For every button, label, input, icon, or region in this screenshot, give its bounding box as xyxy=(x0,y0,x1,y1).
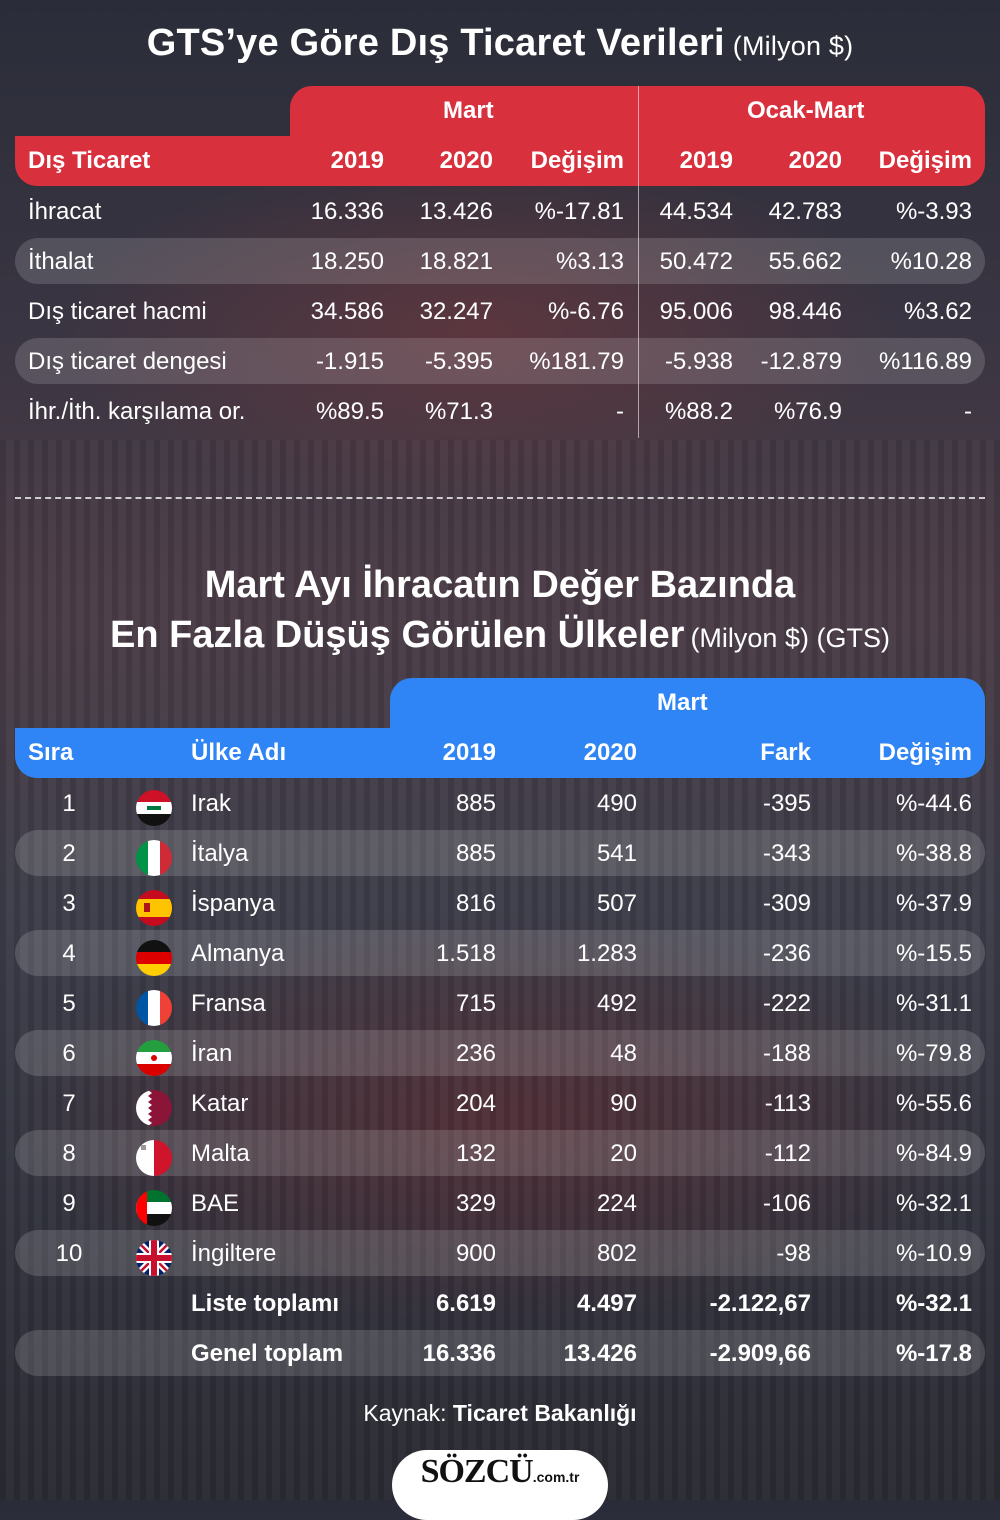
table2-column-header: Sıra Ülke Adı 2019 2020 Fark Değişim xyxy=(15,728,985,778)
country-name: Katar xyxy=(191,1090,249,1117)
col-header-sira: Sıra xyxy=(28,739,74,766)
table-row: 4 Almanya 1.518 1.283 -236 %-15.5 xyxy=(15,930,985,976)
country-name: İngiltere xyxy=(191,1240,277,1267)
germany-flag-icon xyxy=(136,940,172,976)
rank: 1 xyxy=(62,790,76,817)
table-row: 5 Fransa 715 492 -222 %-31.1 xyxy=(15,980,985,1026)
total-label: Genel toplam xyxy=(191,1340,344,1367)
table-row: 2 İtalya 885 541 -343 %-38.8 xyxy=(15,830,985,876)
table-row: Dış ticaret hacmi 34.586 32.247 %-6.76 9… xyxy=(28,298,972,325)
country-name: Malta xyxy=(191,1140,250,1167)
total-row: Genel toplam 16.336 13.426 -2.909,66 %-1… xyxy=(15,1330,985,1376)
section-divider xyxy=(15,497,985,499)
country-name: Irak xyxy=(191,790,232,817)
rank: 6 xyxy=(62,1040,76,1067)
col-header-mart-2020: 2020 xyxy=(439,147,493,174)
table-row: İhracat 16.336 13.426 %-17.81 44.534 42.… xyxy=(28,198,972,225)
uk-flag-icon xyxy=(136,1240,172,1276)
table-row: 9 BAE 329 224 -106 %-32.1 xyxy=(15,1180,985,1226)
rank: 2 xyxy=(62,840,76,867)
table-row: 10 İngiltere 900 802 -98 %-10.9 xyxy=(15,1230,985,1276)
country-name: İtalya xyxy=(191,840,249,867)
rank: 3 xyxy=(62,890,76,917)
col-header-mart-degisim: Değişim xyxy=(530,147,624,174)
total-label: Liste toplamı xyxy=(191,1290,340,1317)
col-header-dis-ticaret: Dış Ticaret xyxy=(28,147,151,174)
col-header-degisim: Değişim xyxy=(878,739,972,766)
table-row: 1 Irak 885 490 -395 %-44.6 xyxy=(15,780,985,826)
col-header-2020: 2020 xyxy=(583,739,637,766)
group-mart-label: Mart xyxy=(657,689,708,716)
table-row: İhr./İth. karşılama or. %89.5 %71.3 - %8… xyxy=(28,398,972,425)
iran-flag-icon xyxy=(136,1040,172,1076)
rank: 7 xyxy=(62,1090,76,1117)
source-name: Ticaret Bakanlığı xyxy=(452,1400,637,1426)
source-note: Kaynak: Ticaret Bakanlığı xyxy=(363,1400,637,1426)
table-row: 8 Malta 132 20 -112 %-84.9 xyxy=(15,1130,985,1176)
table2-group-header: Mart xyxy=(390,678,985,730)
rank: 5 xyxy=(62,990,76,1017)
iraq-flag-icon xyxy=(136,790,172,826)
country-name: İspanya xyxy=(191,890,276,917)
column-divider xyxy=(638,86,639,438)
group-ocak-mart-label: Ocak-Mart xyxy=(747,97,865,124)
col-header-ocak-2019: 2019 xyxy=(679,147,733,174)
group-mart-label: Mart xyxy=(443,97,494,124)
title2-line1: Mart Ayı İhracatın Değer Bazında xyxy=(204,564,796,606)
table1-column-header: Dış Ticaret 2019 2020 Değişim 2019 2020 … xyxy=(15,136,985,186)
rank: 10 xyxy=(55,1240,83,1267)
rank: 8 xyxy=(62,1140,76,1167)
page-title-foreign-trade: GTS’ye Göre Dış Ticaret Verileri (Milyon … xyxy=(146,22,854,64)
page-title-countries: Mart Ayı İhracatın Değer Bazında En Fazl… xyxy=(0,560,1000,663)
country-name: BAE xyxy=(191,1190,240,1217)
table-row: İthalat 18.250 18.821 %3.13 50.472 55.66… xyxy=(15,238,985,284)
country-name: Fransa xyxy=(191,990,266,1017)
table-row: 7 Katar 204 90 -113 %-55.6 xyxy=(15,1080,985,1126)
country-name: Almanya xyxy=(191,940,285,967)
italy-flag-icon xyxy=(136,840,172,876)
col-header-fark: Fark xyxy=(760,739,811,766)
uae-flag-icon xyxy=(136,1190,172,1226)
col-header-ulke: Ülke Adı xyxy=(191,739,287,766)
country-name: İran xyxy=(191,1040,233,1067)
table-row: Dış ticaret dengesi -1.915 -5.395 %181.7… xyxy=(15,338,985,384)
col-header-2019: 2019 xyxy=(442,739,496,766)
col-header-mart-2019: 2019 xyxy=(330,147,384,174)
rank: 9 xyxy=(62,1190,76,1217)
table-row: 3 İspanya 816 507 -309 %-37.9 xyxy=(15,880,985,926)
qatar-flag-icon xyxy=(136,1090,172,1126)
table-row: 6 İran 236 48 -188 %-79.8 xyxy=(15,1030,985,1076)
france-flag-icon xyxy=(136,990,172,1026)
col-header-ocak-2020: 2020 xyxy=(788,147,842,174)
spain-flag-icon xyxy=(136,890,172,926)
malta-flag-icon xyxy=(136,1140,172,1176)
sozcu-logo[interactable]: SÖZCÜ.com.tr xyxy=(420,1453,580,1490)
title2-unit: (Milyon $) (GTS) xyxy=(690,623,890,653)
rank: 4 xyxy=(62,940,76,967)
title2-line2: En Fazla Düşüş Görülen Ülkeler xyxy=(110,614,685,656)
col-header-ocak-degisim: Değişim xyxy=(878,147,972,174)
table1-group-header: Mart Ocak-Mart xyxy=(290,86,985,138)
total-row: Liste toplamı 6.619 4.497 -2.122,67 %-32… xyxy=(191,1290,972,1317)
title-unit: (Milyon $) xyxy=(732,31,854,61)
